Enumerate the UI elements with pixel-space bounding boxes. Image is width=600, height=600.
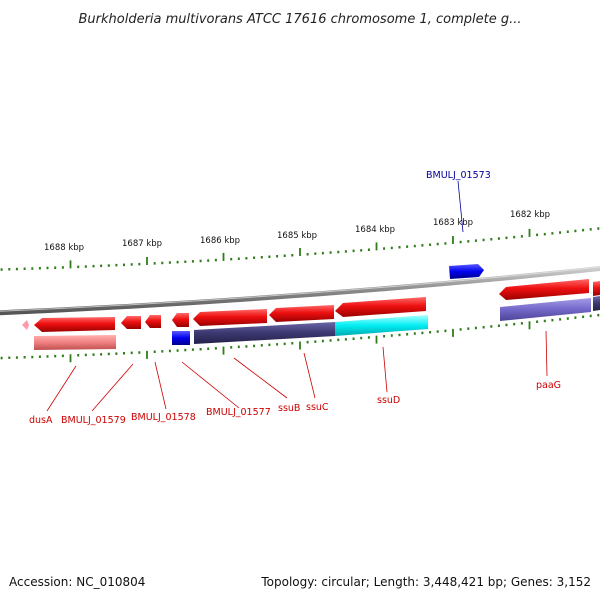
gene-label-BMULJ_01577: BMULJ_01577 [206, 407, 271, 418]
scale-label: 1685 kbp [277, 231, 317, 241]
gene-label-ssuD: ssuD [377, 395, 400, 406]
cds-paaG[interactable] [500, 298, 591, 321]
gene-label-ssuB: ssuB [278, 403, 300, 414]
cds-track [34, 296, 600, 350]
cds-blue[interactable] [172, 331, 190, 345]
accession-label: Accession: NC_010804 [9, 575, 146, 589]
gene-BMULJ_01579[interactable] [34, 317, 115, 332]
scale-label: 1686 kbp [200, 236, 240, 246]
gene-label-BMULJ_01578: BMULJ_01578 [131, 412, 196, 423]
label-leader-lines [46, 330, 548, 412]
gene-label-BMULJ_01573: BMULJ_01573 [426, 170, 491, 181]
cds-ssuD[interactable] [335, 315, 428, 336]
cds-dusA[interactable] [34, 335, 116, 350]
gene-BMULJ_01577[interactable] [172, 313, 189, 327]
scale-label: 1687 kbp [122, 239, 162, 249]
gene-label-dusA: dusA [29, 415, 53, 426]
gene-BMULJ_01573[interactable] [449, 180, 484, 279]
inner-tick-ring [0, 313, 600, 363]
outer-tick-ring [0, 227, 600, 271]
genome-stats-label: Topology: circular; Length: 3,448,421 bp… [261, 575, 591, 589]
gene-BMULJ_01578[interactable] [121, 316, 141, 329]
gene-dusA[interactable] [22, 320, 29, 330]
gene-ssuD[interactable] [335, 297, 426, 317]
chromosome-backbone [0, 266, 600, 316]
scale-labels: 1688 kbp 1687 kbp 1686 kbp 1685 kbp 1684… [44, 210, 550, 253]
gene-small-1[interactable] [145, 315, 161, 328]
scale-label: 1682 kbp [510, 210, 550, 220]
gene-ssuB[interactable] [193, 309, 267, 326]
gene-track-arrows [22, 279, 600, 332]
gene-label-paaG: paaG [536, 380, 561, 391]
gene-label-BMULJ_01579: BMULJ_01579 [61, 415, 126, 426]
gene-labels-bottom: dusA BMULJ_01579 BMULJ_01578 BMULJ_01577… [29, 380, 561, 426]
scale-label: 1688 kbp [44, 243, 84, 253]
gene-label-ssuC: ssuC [306, 402, 329, 413]
scale-label: 1683 kbp [433, 218, 473, 228]
gene-paaG[interactable] [499, 279, 589, 300]
gene-edge-right[interactable] [593, 281, 600, 296]
gene-ssuC[interactable] [269, 305, 334, 322]
map-title: Burkholderia multivorans ATCC 17616 chro… [79, 12, 522, 27]
cds-edge-right[interactable] [593, 296, 600, 311]
scale-label: 1684 kbp [355, 225, 395, 235]
cds-ssuBC[interactable] [194, 322, 335, 344]
